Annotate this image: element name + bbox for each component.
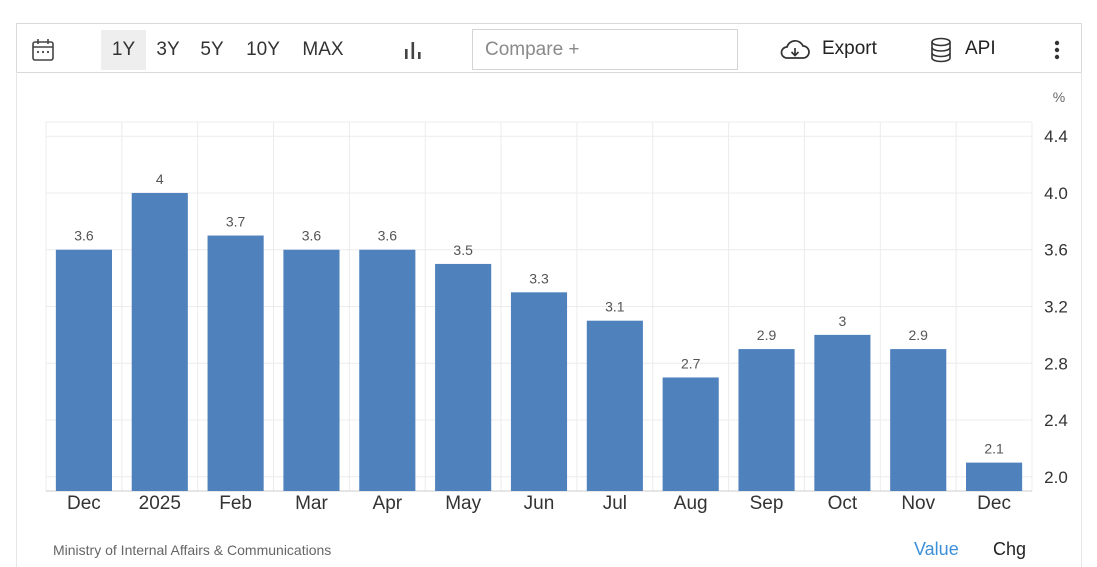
x-tick-label: Sep [750, 493, 784, 514]
y-axis: 2.0 2.4 2.8 3.2 3.6 4.0 4.4 [1044, 127, 1068, 487]
chart-panel [16, 72, 1082, 567]
y-tick-label: 3.2 [1044, 298, 1068, 317]
data-label: 2.9 [757, 327, 777, 343]
y-tick-label: 2.4 [1044, 411, 1068, 430]
x-axis: Dec 2025 Feb Mar Apr May Jun Jul Aug Sep Oct Nov Dec [67, 493, 1011, 514]
data-label: 4 [156, 171, 164, 187]
calendar-icon[interactable] [29, 36, 57, 64]
bar[interactable] [207, 235, 264, 491]
range-10y-button[interactable]: 10Y [246, 39, 280, 60]
bar[interactable] [510, 292, 568, 491]
bar[interactable] [814, 334, 871, 491]
value-tab[interactable]: Value [914, 539, 959, 559]
data-labels: 3.6 4 3.7 3.6 3.6 3.5 3.3 3.1 2.7 2.9 3 2.9 2.1 [74, 171, 1004, 457]
database-icon[interactable] [929, 36, 953, 64]
cloud-download-icon[interactable] [778, 36, 812, 64]
x-tick-label: May [445, 493, 481, 514]
range-1y-button[interactable]: 1Y [101, 30, 146, 70]
bar[interactable] [359, 249, 416, 491]
x-tick-label: Jul [603, 493, 627, 514]
api-button[interactable]: API [965, 38, 996, 59]
data-label: 2.9 [908, 327, 928, 343]
x-tick-label: Feb [219, 493, 252, 514]
source-label: Ministry of Internal Affairs & Communica… [53, 542, 332, 558]
x-tick-label: Apr [373, 493, 403, 514]
bar[interactable] [662, 377, 719, 491]
data-label: 3.5 [453, 242, 473, 258]
bars [55, 192, 1023, 491]
bar[interactable] [890, 349, 947, 491]
compare-input[interactable] [472, 29, 738, 70]
y-tick-label: 3.6 [1044, 241, 1068, 260]
y-tick-label: 2.8 [1044, 354, 1068, 373]
range-5y-button[interactable]: 5Y [200, 39, 224, 60]
bar-chart-icon[interactable] [401, 38, 425, 62]
bar[interactable] [738, 349, 795, 491]
data-label: 2.7 [681, 355, 701, 371]
x-tick-label: Jun [524, 493, 555, 514]
export-button[interactable]: Export [822, 38, 877, 59]
y-tick-label: 4.0 [1044, 184, 1068, 203]
x-tick-label: Mar [295, 493, 328, 514]
bar[interactable] [131, 192, 188, 491]
data-label: 3.6 [378, 228, 398, 244]
data-label: 3.6 [74, 228, 94, 244]
bar[interactable] [435, 263, 492, 491]
range-3y-button[interactable]: 3Y [156, 39, 180, 60]
chg-tab[interactable]: Chg [993, 539, 1027, 559]
data-label: 3.1 [605, 299, 625, 315]
y-axis-unit: % [1053, 89, 1065, 105]
bar[interactable] [55, 249, 112, 491]
range-max-button[interactable]: MAX [302, 39, 344, 60]
y-tick-label: 2.0 [1044, 468, 1068, 487]
bar[interactable] [966, 462, 1023, 491]
data-label: 3.7 [226, 214, 246, 230]
data-label: 2.1 [984, 441, 1004, 457]
x-tick-label: Dec [67, 493, 101, 514]
x-tick-label: Dec [977, 493, 1011, 514]
y-tick-label: 4.4 [1044, 127, 1068, 146]
more-vertical-icon[interactable] [1047, 38, 1067, 62]
data-label: 3 [838, 313, 846, 329]
x-tick-label: Nov [901, 493, 935, 514]
x-tick-label: Oct [828, 493, 858, 514]
data-label: 3.3 [529, 270, 549, 286]
bar[interactable] [586, 320, 643, 491]
bar[interactable] [283, 249, 340, 491]
x-tick-label: Aug [674, 493, 708, 514]
data-label: 3.6 [302, 228, 322, 244]
x-tick-label: 2025 [139, 493, 181, 514]
chart-toolbar: 1Y 3Y 5Y 10Y MAX Export API [16, 23, 1082, 73]
